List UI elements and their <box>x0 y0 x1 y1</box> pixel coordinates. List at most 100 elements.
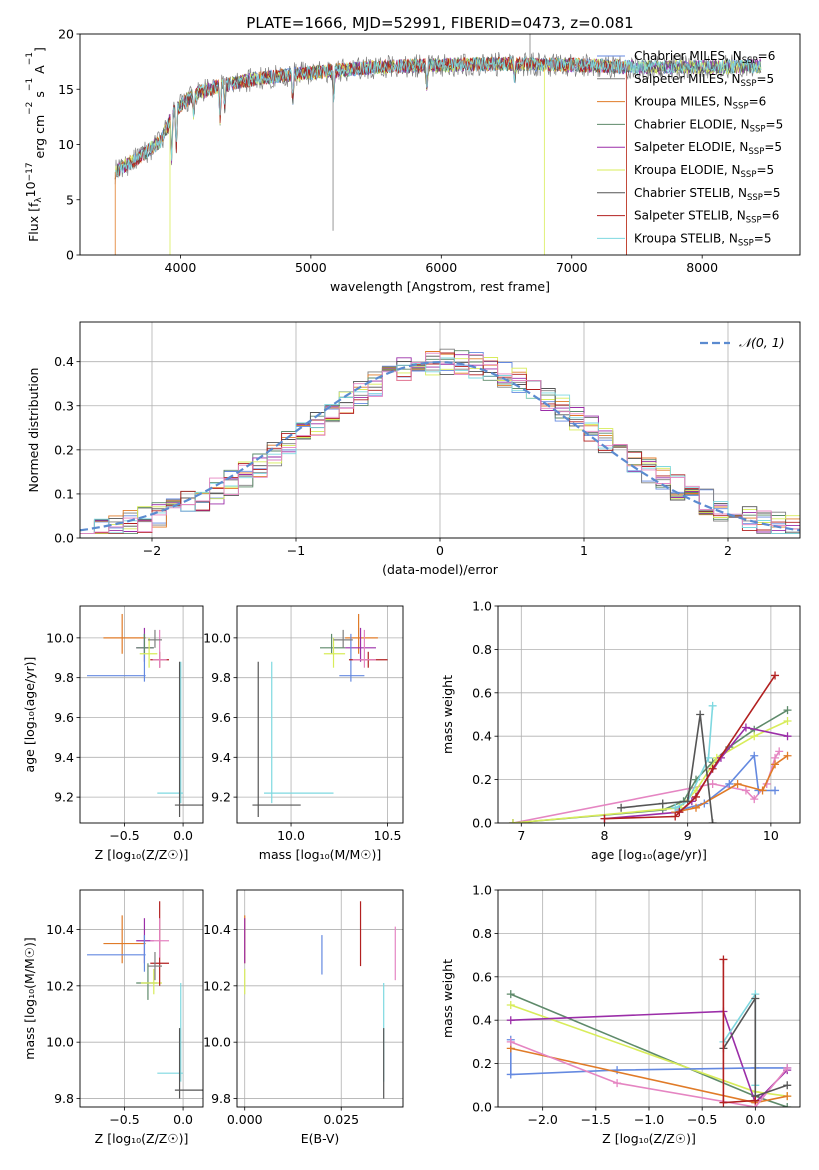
y-tick-label: 10.2 <box>203 978 231 993</box>
axes-frame <box>79 605 204 824</box>
data-point-marker <box>771 671 780 680</box>
x-tick-label: −2.0 <box>527 1112 557 1127</box>
legend-label: Kroupa STELIB, NSSP=5 <box>634 231 772 248</box>
plot-content <box>244 901 396 1099</box>
x-tick-label: 1 <box>580 543 588 558</box>
y-tick-label: 5 <box>66 192 74 207</box>
mass-age-panel: 10.0 10.5 9.2 9.4 9.6 9.8 10.0 mass [log₁₀(M/M☉… <box>203 605 404 862</box>
data-point-marker <box>783 732 792 741</box>
x-axis-label: E(B-V) <box>301 1131 340 1146</box>
y-axis-label: mass weight <box>440 675 455 754</box>
y-tick-label: 10.0 <box>46 1035 74 1050</box>
x-axis: 4000 5000 6000 7000 8000 <box>165 255 718 275</box>
x-axis-label: age [log₁₀(age/yr)] <box>591 847 707 862</box>
data-point-marker <box>771 760 780 769</box>
data-point-marker <box>783 1103 792 1107</box>
y-tick-label: 9.6 <box>54 710 74 725</box>
axes-frame <box>497 605 801 824</box>
x-tick-label: 0.0 <box>745 1112 765 1127</box>
histogram-step <box>80 357 800 535</box>
plot-content <box>87 613 203 818</box>
legend-label: Chabrier MILES, NSSP=6 <box>634 49 775 66</box>
axes-frame <box>236 889 404 1108</box>
y-tick-label: 0.8 <box>472 926 492 941</box>
x-tick-label: 7 <box>517 828 525 843</box>
data-point-marker <box>708 764 717 773</box>
y-tick-label: 0.0 <box>472 816 492 831</box>
y-axis: 9.8 10.0 10.2 10.4 <box>203 922 403 1106</box>
residual-histogram-panel: −2 −1 0 1 2 0.0 0.1 0.2 0.3 0.4 (data-model)/error… <box>26 321 801 577</box>
axes-frame <box>497 889 801 1108</box>
y-tick-label: 1.0 <box>472 883 492 898</box>
data-point-marker <box>506 1037 515 1046</box>
x-tick-label: 0 <box>436 543 444 558</box>
y-tick-label: 20 <box>58 27 74 42</box>
y-axis: 9.8 10.0 10.2 10.4 <box>46 922 203 1106</box>
y-tick-label: 9.4 <box>211 750 231 765</box>
data-point-marker <box>741 723 750 732</box>
histogram-step <box>80 352 800 535</box>
plot-area <box>80 890 203 1107</box>
data-point-marker <box>508 819 517 823</box>
data-point-marker <box>658 799 667 808</box>
data-point-marker <box>783 717 792 726</box>
y-tick-label: 9.6 <box>211 710 231 725</box>
plot-content <box>87 901 203 1099</box>
y-tick-label: 0.2 <box>54 442 74 457</box>
data-point-marker <box>783 751 792 760</box>
y-tick-label: 9.2 <box>54 790 74 805</box>
series-line <box>675 755 788 813</box>
x-tick-label: 7000 <box>556 260 588 275</box>
x-tick-label: 8000 <box>686 260 718 275</box>
data-point-marker <box>771 786 780 795</box>
x-axis: 10.0 10.5 <box>277 606 401 843</box>
x-axis: −2.0 −1.5 −1.0 −0.5 0.0 <box>527 890 765 1127</box>
data-point-marker <box>506 990 515 999</box>
z-weight-panel: −2.0 −1.5 −1.0 −0.5 0.0 0.0 0.2 0.4 0.6 0.8 1.0 Z [… <box>440 883 801 1146</box>
y-tick-label: 10.4 <box>46 922 74 937</box>
y-tick-label: 10.0 <box>203 630 231 645</box>
x-axis-label: wavelength [Angstrom, rest frame] <box>330 279 550 294</box>
y-axis-label: mass weight <box>440 959 455 1038</box>
data-point-marker <box>600 814 609 823</box>
y-tick-label: 0.4 <box>472 729 492 744</box>
x-tick-label: 4000 <box>165 260 197 275</box>
y-tick-label: 0.2 <box>472 1056 492 1071</box>
plot-area <box>80 606 203 823</box>
plot-content <box>506 955 792 1107</box>
y-tick-label: 9.8 <box>211 1091 231 1106</box>
y-tick-label: 9.8 <box>211 670 231 685</box>
data-point-marker <box>692 803 701 812</box>
x-tick-label: 9 <box>684 828 692 843</box>
x-tick-label: −0.5 <box>687 1112 717 1127</box>
data-point-marker <box>751 994 760 1003</box>
x-axis: −0.5 0.0 <box>109 890 193 1127</box>
y-tick-label: 0.4 <box>472 1013 492 1028</box>
axes-frame <box>79 889 204 1108</box>
x-axis-label: Z [log₁₀(Z/Z☉)] <box>602 1131 696 1146</box>
data-point-marker <box>708 701 717 710</box>
x-tick-label: 2 <box>724 543 732 558</box>
y-tick-label: 0.1 <box>54 486 74 501</box>
x-tick-label: 0.000 <box>227 1112 263 1127</box>
y-tick-label: 10 <box>58 137 74 152</box>
y-tick-label: 0.2 <box>472 772 492 787</box>
plot-area <box>237 890 403 1107</box>
data-point-marker <box>506 1001 515 1010</box>
data-point-marker <box>708 819 717 823</box>
y-tick-label: 0.6 <box>472 969 492 984</box>
legend-label: Kroupa ELODIE, NSSP=5 <box>634 163 774 180</box>
data-point-marker <box>613 1079 622 1088</box>
data-point-marker <box>758 786 767 795</box>
x-axis: −0.5 0.0 <box>109 606 193 843</box>
data-point-marker <box>733 779 742 788</box>
y-tick-label: 9.4 <box>54 750 74 765</box>
plot-content <box>252 613 388 818</box>
plot-content <box>114 34 762 255</box>
series-line <box>674 705 714 809</box>
data-point-marker <box>506 1016 515 1025</box>
data-point-marker <box>783 1092 792 1101</box>
y-tick-label: 0.3 <box>54 398 74 413</box>
x-tick-label: 0.0 <box>173 828 193 843</box>
